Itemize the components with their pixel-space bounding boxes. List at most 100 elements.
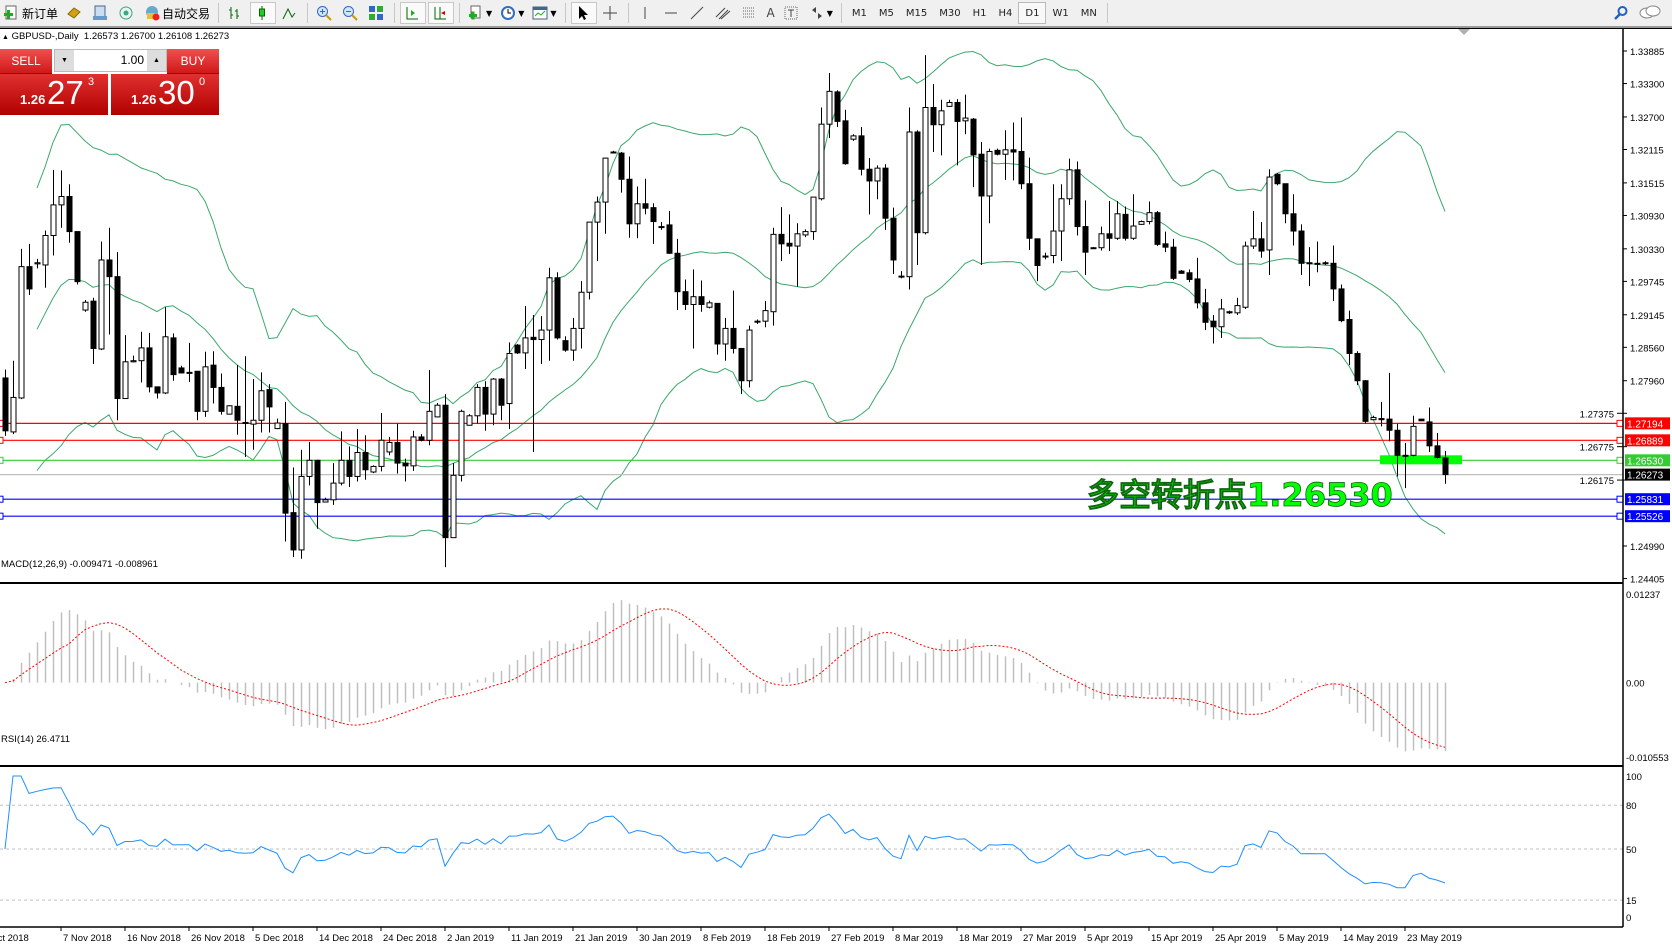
candle: [1314, 241, 1321, 273]
templates-button[interactable]: ▼: [529, 2, 559, 24]
auto-scroll-button[interactable]: [400, 2, 427, 24]
zoom-in-icon: [317, 6, 332, 21]
chart-shift-button[interactable]: [428, 2, 455, 24]
hline-handle-right[interactable]: [1616, 512, 1624, 520]
text-label-tool[interactable]: [780, 2, 804, 24]
timeframe-h4[interactable]: H4: [998, 7, 1013, 19]
candle-body-bear: [170, 337, 177, 376]
candle: [482, 381, 489, 431]
lot-increase-button[interactable]: ▲: [153, 57, 160, 64]
candle: [1074, 161, 1081, 236]
trendline-tool[interactable]: [686, 2, 710, 24]
timeframe-h1[interactable]: H1: [972, 7, 987, 19]
candle-body-bear: [1194, 278, 1201, 304]
periods-button[interactable]: ▼: [497, 2, 527, 24]
signal-icon: [119, 6, 133, 20]
hline-handle-left[interactable]: [0, 436, 4, 444]
candle-body-bear: [1282, 183, 1289, 215]
chat-button[interactable]: [1636, 2, 1666, 24]
candle: [210, 351, 217, 404]
price-axis-label: 1.29145: [1630, 311, 1664, 322]
candle-body-bull: [370, 465, 377, 473]
search-button[interactable]: [1610, 2, 1634, 24]
hline-price-label-bg: [1625, 493, 1670, 506]
equidistant-channel-tool[interactable]: [712, 2, 736, 24]
buy-button[interactable]: BUY: [167, 49, 219, 74]
pivot-zone-marker[interactable]: [1380, 455, 1462, 465]
new-order-button[interactable]: 新订单: [1, 2, 61, 24]
crosshair-tool[interactable]: [599, 2, 623, 24]
vertical-line-tool[interactable]: [634, 2, 658, 24]
hline-handle-right[interactable]: [1616, 419, 1624, 427]
tile-windows-button[interactable]: [365, 2, 389, 24]
timeframe-mn[interactable]: MN: [1080, 7, 1097, 19]
hline-handle-left[interactable]: [0, 512, 4, 520]
collapse-triangle-icon[interactable]: ▲: [2, 34, 9, 41]
zoom-in-button[interactable]: [313, 2, 337, 24]
rsi-pane[interactable]: [0, 775, 1623, 901]
lot-size-input[interactable]: 1.00: [74, 50, 147, 71]
sell-button[interactable]: SELL: [0, 49, 52, 74]
toolbar-divider: [564, 3, 566, 23]
timeframe-m1[interactable]: M1: [851, 7, 867, 19]
auto-trading-button[interactable]: 自动交易: [141, 2, 213, 24]
hline-handle-right[interactable]: [1616, 456, 1624, 464]
sell-price-box[interactable]: 1.26 27 3: [0, 74, 108, 115]
candle: [1058, 184, 1065, 262]
candle-body-bear: [514, 344, 521, 354]
line-chart-button[interactable]: [278, 2, 302, 24]
hline-handle-right[interactable]: [1616, 436, 1624, 444]
hline-handle-left[interactable]: [0, 495, 4, 503]
date-axis-label: 21 Jan 2019: [575, 933, 627, 944]
candle: [706, 300, 713, 309]
date-axis-label: 23 May 2019: [1407, 933, 1462, 944]
bar-chart-button[interactable]: [224, 2, 248, 24]
candle-body-bear: [314, 459, 321, 504]
candle-body-bear: [1354, 352, 1361, 382]
candle-body-bear: [1018, 150, 1025, 185]
candle-body-bear: [618, 152, 625, 180]
candlestick-chart-button[interactable]: [250, 2, 277, 24]
vertical-line-icon: [644, 7, 645, 19]
main-chart-pane[interactable]: [0, 50, 1624, 568]
macd-pane[interactable]: [4, 600, 1447, 752]
hline-handle-left[interactable]: [0, 456, 4, 464]
signals-button[interactable]: [115, 2, 139, 24]
cursor-tool[interactable]: [570, 2, 597, 24]
candle: [1170, 238, 1177, 280]
candle-body-bull: [298, 475, 305, 551]
candle-body-bull: [706, 302, 713, 308]
candle: [162, 307, 169, 395]
chart-window[interactable]: 1.271941.268891.265301.262731.258311.255…: [0, 28, 1672, 950]
lot-decrease-button[interactable]: ▼: [61, 57, 68, 64]
chart-shift-marker[interactable]: [1458, 29, 1470, 35]
dropdown-arrow-icon: ▼: [486, 8, 493, 18]
timeframe-m15[interactable]: M15: [905, 7, 928, 19]
lot-stepper[interactable]: ▼ 1.00 ▲: [54, 49, 167, 72]
timeframe-m5[interactable]: M5: [878, 7, 894, 19]
toolbar-divider: [459, 3, 461, 23]
hline-handle-right[interactable]: [1616, 495, 1624, 503]
price-axis-label: 1.27960: [1630, 377, 1664, 388]
candle-body-bull: [802, 231, 809, 236]
timeframe-d1[interactable]: D1: [1018, 2, 1047, 24]
buy-price-box[interactable]: 1.26 30 0: [111, 74, 219, 115]
text-tool[interactable]: A: [764, 2, 778, 24]
candle-body-bear: [738, 347, 745, 382]
indicators-button[interactable]: ▼: [465, 2, 495, 24]
price-axis-label: 1.27375: [1580, 409, 1614, 420]
arrows-tool[interactable]: ▼: [806, 2, 836, 24]
date-axis-label: 24 Dec 2018: [383, 933, 437, 944]
horizontal-line-tool[interactable]: [660, 2, 684, 24]
sell-price-prefix: 1.26: [20, 92, 46, 107]
zoom-out-icon: [343, 6, 358, 21]
zoom-out-button[interactable]: [339, 2, 363, 24]
history-center-button[interactable]: [63, 2, 87, 24]
fibonacci-tool[interactable]: [738, 2, 762, 24]
pivot-annotation[interactable]: 多空转折点1.26530: [1087, 476, 1394, 515]
timeframe-m30[interactable]: M30: [939, 7, 961, 19]
metaeditor-button[interactable]: [89, 2, 113, 24]
date-axis-label: 30 Jan 2019: [639, 933, 691, 944]
timeframe-w1[interactable]: W1: [1052, 7, 1069, 19]
candle: [1234, 297, 1241, 316]
